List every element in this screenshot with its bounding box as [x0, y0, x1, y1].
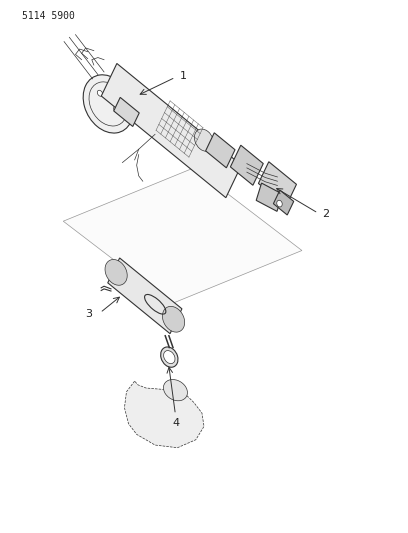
- Text: 4: 4: [173, 418, 180, 429]
- Polygon shape: [108, 258, 182, 334]
- Ellipse shape: [164, 351, 175, 364]
- Ellipse shape: [162, 306, 185, 332]
- Polygon shape: [231, 145, 263, 185]
- Polygon shape: [256, 183, 282, 212]
- Ellipse shape: [277, 200, 282, 207]
- Ellipse shape: [83, 75, 133, 133]
- Polygon shape: [124, 381, 204, 448]
- Polygon shape: [206, 133, 235, 168]
- Ellipse shape: [105, 260, 127, 285]
- Ellipse shape: [113, 106, 119, 112]
- Polygon shape: [258, 161, 297, 206]
- Ellipse shape: [164, 379, 187, 401]
- Ellipse shape: [195, 129, 213, 151]
- Ellipse shape: [161, 347, 178, 367]
- Polygon shape: [63, 168, 302, 304]
- Text: 5114 5900: 5114 5900: [22, 11, 75, 21]
- Ellipse shape: [97, 90, 103, 96]
- Polygon shape: [101, 63, 242, 198]
- Text: 3: 3: [85, 310, 92, 319]
- Polygon shape: [273, 190, 294, 215]
- Polygon shape: [114, 98, 139, 126]
- Text: 2: 2: [322, 209, 329, 219]
- Text: 1: 1: [180, 71, 186, 80]
